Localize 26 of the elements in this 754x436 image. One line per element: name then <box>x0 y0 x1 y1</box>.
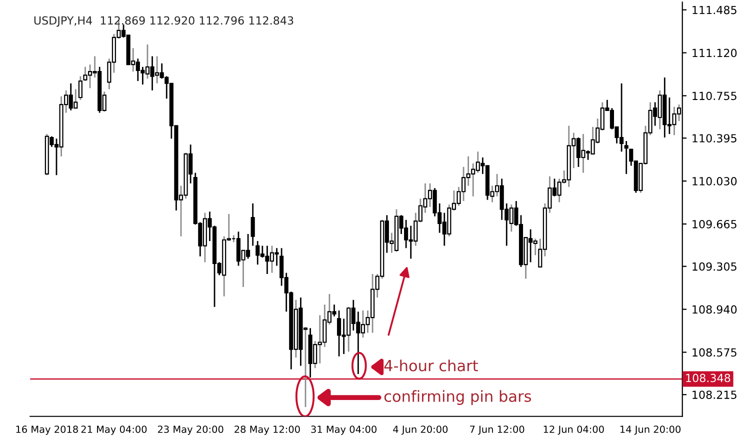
x-tick-label: 31 May 04:00 <box>311 426 377 435</box>
y-tick-label: 109.665 <box>692 220 736 228</box>
text: USDJPY,H4 112.869 112.920 112.796 112.843 <box>34 16 294 27</box>
ref-line-label: 108.348 <box>686 374 730 382</box>
candlestick <box>78 76 82 101</box>
y-tick-label: 110.755 <box>692 92 736 100</box>
y-tick-label: 110.395 <box>692 134 736 142</box>
y-tick-label: 109.305 <box>692 262 736 271</box>
candlestick <box>624 140 628 175</box>
candlestick <box>250 202 255 246</box>
x-tick-label: 16 May 2018 <box>16 426 78 435</box>
y-tick-label: 111.485 <box>692 6 736 14</box>
y-tick-label: 110.030 <box>692 177 737 186</box>
y-tick-label: 108.215 <box>692 390 736 399</box>
x-tick-label: 28 May 12:00 <box>234 426 300 435</box>
annotation: 4-hour chart <box>384 360 478 372</box>
x-tick-label: 12 Jun 04:00 <box>544 426 604 435</box>
y-tick-label: 108.940 <box>692 305 737 314</box>
x-tick-label: 7 Jun 12:00 <box>470 426 524 435</box>
y-tick-label: 111.120 <box>692 48 737 58</box>
x-tick-label: 21 May 04:00 <box>81 426 147 435</box>
y-tick-label: 108.575 <box>692 348 736 357</box>
x-tick-label: 23 May 20:00 <box>158 426 224 435</box>
x-tick-label: 4 Jun 20:00 <box>393 426 448 435</box>
x-tick-label: 14 Jun 20:00 <box>620 426 681 435</box>
annotation: confirming pin bars <box>384 390 532 405</box>
